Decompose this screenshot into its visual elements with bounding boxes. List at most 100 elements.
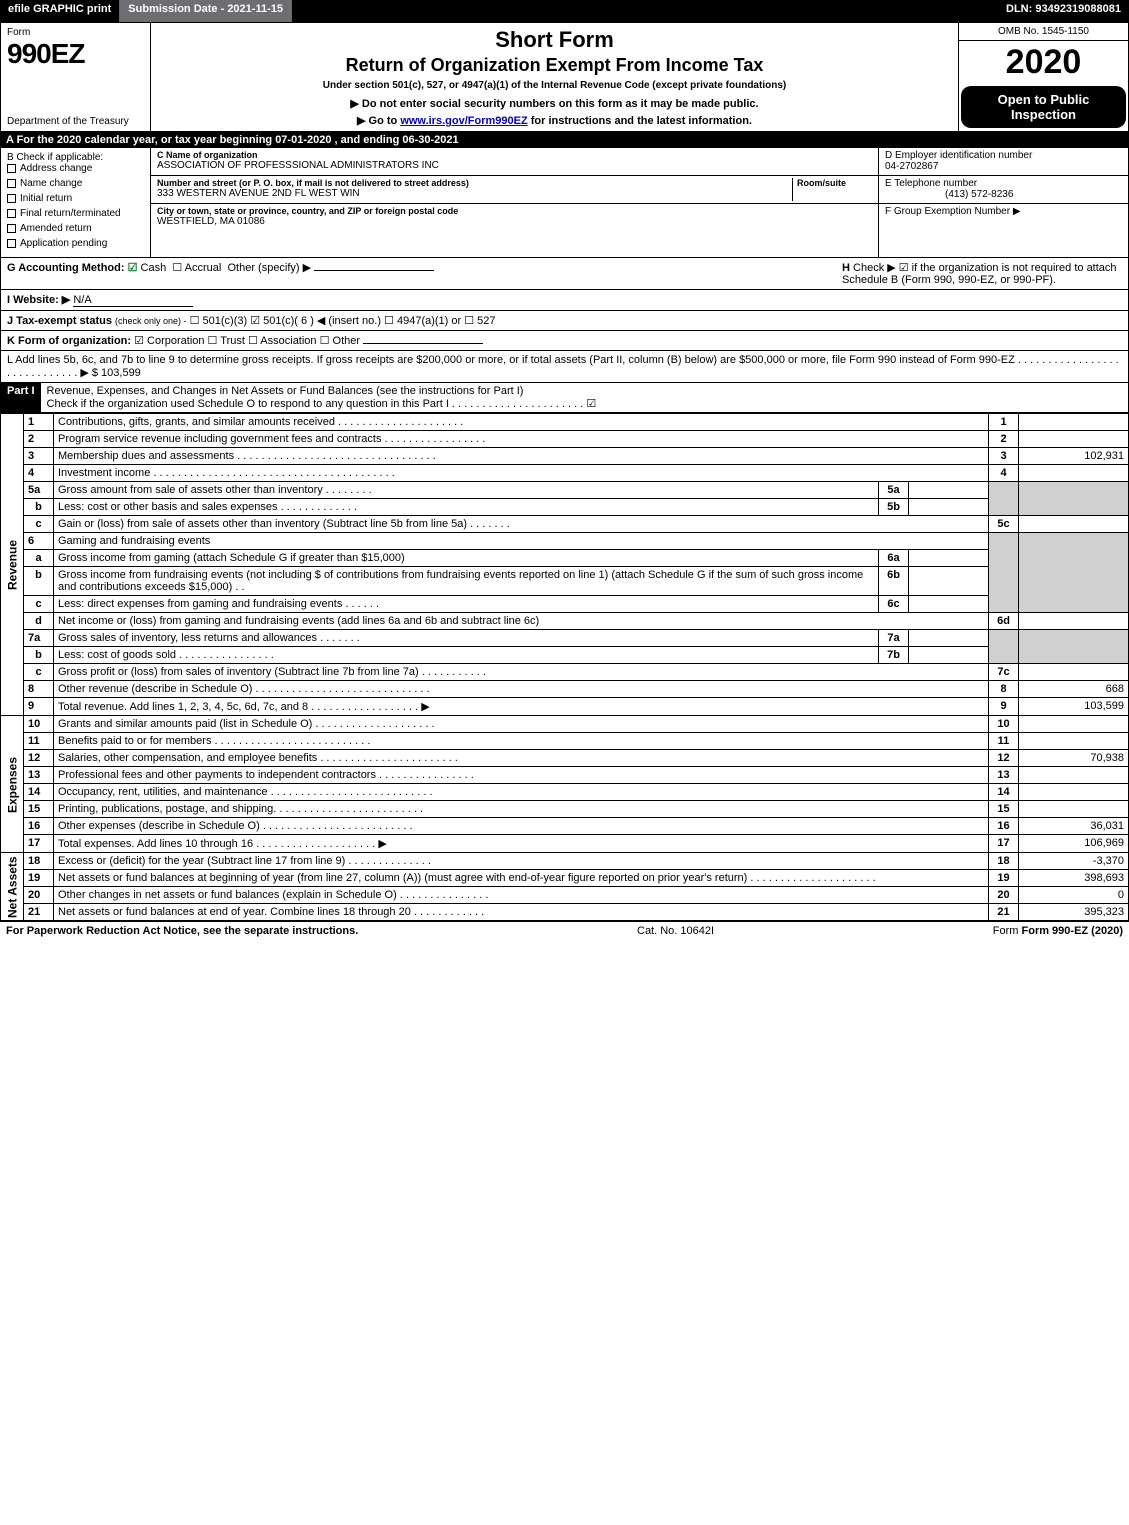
l7a-desc: Gross sales of inventory, less returns a… (54, 630, 879, 647)
cash-label: Cash (141, 262, 167, 274)
l12-desc: Salaries, other compensation, and employ… (54, 750, 989, 767)
tax-exempt-opts: ☐ 501(c)(3) ☑ 501(c)( 6 ) ◀ (insert no.)… (190, 315, 496, 327)
l6d-rnum: 6d (989, 613, 1019, 630)
l20-rval: 0 (1019, 887, 1129, 904)
checkbox-amended-return[interactable] (7, 224, 16, 233)
l18-rnum: 18 (989, 853, 1019, 870)
line-l-text: L Add lines 5b, 6c, and 7b to line 9 to … (7, 354, 1119, 379)
l7a-mid: 7a (879, 630, 909, 647)
l11-rval (1019, 733, 1129, 750)
org-name-label: C Name of organization (157, 150, 872, 160)
goto-note: ▶ Go to www.irs.gov/Form990EZ for instru… (159, 114, 950, 127)
box-b: B Check if applicable: Address change Na… (1, 148, 151, 257)
checkbox-address-change[interactable] (7, 164, 16, 173)
l16-rnum: 16 (989, 818, 1019, 835)
right-box: OMB No. 1545-1150 2020 Open to Public In… (958, 23, 1128, 131)
tax-exempt-label: J Tax-exempt status (7, 315, 112, 327)
l15-num: 15 (24, 801, 54, 818)
department-label: Department of the Treasury (7, 116, 144, 127)
l10-desc: Grants and similar amounts paid (list in… (54, 716, 989, 733)
l6b-midval (909, 567, 989, 596)
footer-left: For Paperwork Reduction Act Notice, see … (6, 925, 358, 937)
l15-rnum: 15 (989, 801, 1019, 818)
l12-num: 12 (24, 750, 54, 767)
l13-rnum: 13 (989, 767, 1019, 784)
expenses-side-label: Expenses (1, 716, 24, 853)
cb-label-5: Application pending (20, 238, 107, 249)
l6a-num: a (24, 550, 54, 567)
l9-desc: Total revenue. Add lines 1, 2, 3, 4, 5c,… (54, 698, 989, 716)
l7c-rval (1019, 664, 1129, 681)
l14-rnum: 14 (989, 784, 1019, 801)
l6-grayval (1019, 533, 1129, 613)
cb-label-4: Amended return (20, 223, 92, 234)
part1-header-row: Part I Revenue, Expenses, and Changes in… (0, 383, 1129, 413)
l6b-mid: 6b (879, 567, 909, 596)
revenue-side-label: Revenue (1, 414, 24, 716)
l5-graybox (989, 482, 1019, 516)
l16-desc: Other expenses (describe in Schedule O) … (54, 818, 989, 835)
box-c: C Name of organization ASSOCIATION OF PR… (151, 148, 878, 257)
l21-rval: 395,323 (1019, 904, 1129, 921)
l11-rnum: 11 (989, 733, 1019, 750)
irs-link[interactable]: www.irs.gov/Form990EZ (400, 115, 527, 127)
website-label: I Website: ▶ (7, 294, 70, 306)
period-stripe: A For the 2020 calendar year, or tax yea… (0, 132, 1129, 148)
l5b-desc: Less: cost or other basis and sales expe… (54, 499, 879, 516)
city-value: WESTFIELD, MA 01086 (157, 216, 872, 227)
submission-date-button[interactable]: Submission Date - 2021-11-15 (120, 0, 292, 22)
l8-num: 8 (24, 681, 54, 698)
netassets-side-label: Net Assets (1, 853, 24, 921)
other-specify-input[interactable] (314, 270, 434, 271)
l7b-desc: Less: cost of goods sold . . . . . . . .… (54, 647, 879, 664)
l17-rnum: 17 (989, 835, 1019, 853)
line-l: L Add lines 5b, 6c, and 7b to line 9 to … (0, 351, 1129, 383)
l5-grayval (1019, 482, 1129, 516)
h-text: Check ▶ ☑ if the organization is not req… (842, 262, 1117, 286)
part1-badge: Part I (1, 383, 41, 412)
l2-rnum: 2 (989, 431, 1019, 448)
l6c-midval (909, 596, 989, 613)
l7c-rnum: 7c (989, 664, 1019, 681)
l7b-num: b (24, 647, 54, 664)
l19-num: 19 (24, 870, 54, 887)
l9-num: 9 (24, 698, 54, 716)
efile-print-button[interactable]: efile GRAPHIC print (0, 0, 120, 22)
checkbox-final-return[interactable] (7, 209, 16, 218)
l5c-desc: Gain or (loss) from sale of assets other… (54, 516, 989, 533)
checkbox-initial-return[interactable] (7, 194, 16, 203)
form-header: Form 990EZ Department of the Treasury Sh… (0, 22, 1129, 132)
l7a-num: 7a (24, 630, 54, 647)
l7-grayval (1019, 630, 1129, 664)
l2-desc: Program service revenue including govern… (54, 431, 989, 448)
l7b-mid: 7b (879, 647, 909, 664)
part1-heading: Revenue, Expenses, and Changes in Net As… (47, 385, 524, 397)
l13-rval (1019, 767, 1129, 784)
phone-value: (413) 572-8236 (945, 189, 1013, 200)
l6d-desc: Net income or (loss) from gaming and fun… (54, 613, 989, 630)
l5c-num: c (24, 516, 54, 533)
part1-check: Check if the organization used Schedule … (47, 398, 597, 410)
l4-rnum: 4 (989, 465, 1019, 482)
ein-value: 04-2702867 (885, 161, 938, 172)
l17-desc: Total expenses. Add lines 10 through 16 … (54, 835, 989, 853)
l3-rval: 102,931 (1019, 448, 1129, 465)
l17-num: 17 (24, 835, 54, 853)
l13-num: 13 (24, 767, 54, 784)
h-label: H (842, 262, 850, 274)
form-org-label: K Form of organization: (7, 335, 131, 347)
l14-rval (1019, 784, 1129, 801)
cb-label-1: Name change (20, 178, 82, 189)
l7c-desc: Gross profit or (loss) from sales of inv… (54, 664, 989, 681)
checkbox-application-pending[interactable] (7, 239, 16, 248)
omb-number: OMB No. 1545-1150 (959, 23, 1128, 41)
l15-desc: Printing, publications, postage, and shi… (54, 801, 989, 818)
checkbox-name-change[interactable] (7, 179, 16, 188)
l5b-midval (909, 499, 989, 516)
l16-rval: 36,031 (1019, 818, 1129, 835)
l11-desc: Benefits paid to or for members . . . . … (54, 733, 989, 750)
l7-graybox (989, 630, 1019, 664)
l2-num: 2 (24, 431, 54, 448)
website-value: N/A (73, 294, 193, 307)
form-org-other-input[interactable] (363, 343, 483, 344)
